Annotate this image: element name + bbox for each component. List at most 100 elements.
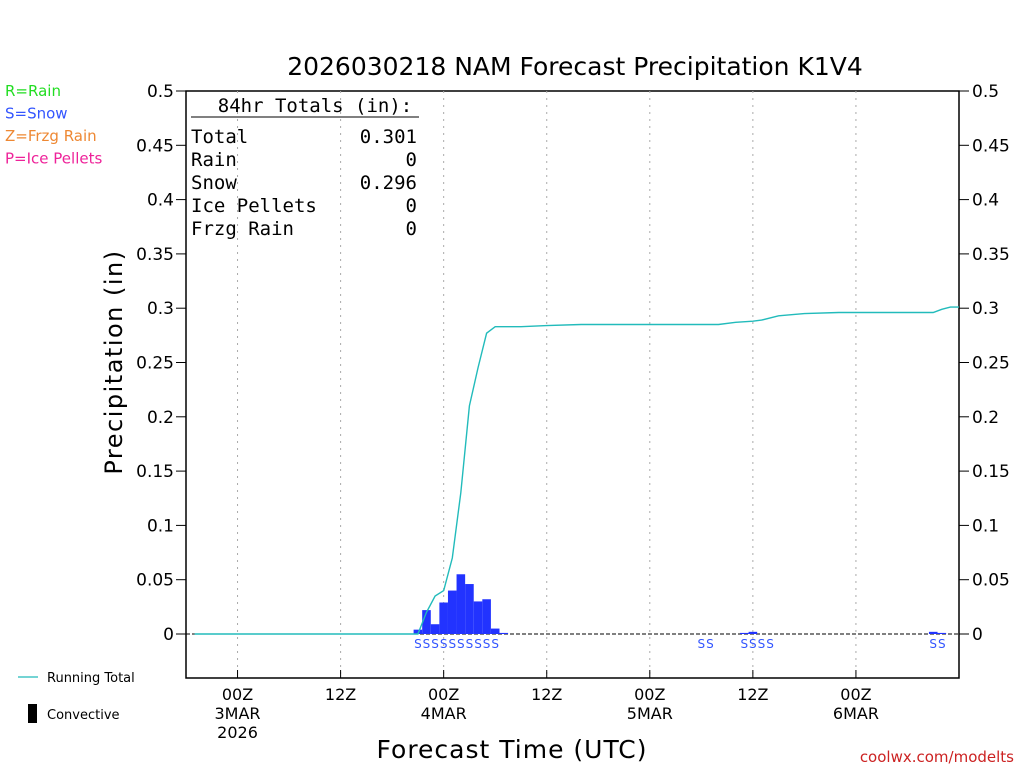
precip-bar bbox=[447, 590, 457, 634]
y-tick-label-right: 0.15 bbox=[972, 462, 1010, 482]
totals-row-value: 0 bbox=[406, 149, 417, 171]
precip-type-marker: S bbox=[698, 637, 706, 651]
y-axis-right: 0 0.05 0.1 0.15 0.2 0.25 0.3 0.35 0.4 0.45 0.5 bbox=[959, 82, 1010, 645]
y-tick-label-right: 0.4 bbox=[972, 191, 999, 211]
y-tick-label-right: 0.05 bbox=[972, 571, 1010, 591]
precip-type-marker: S bbox=[749, 637, 757, 651]
precip-type-marker: S bbox=[491, 637, 499, 651]
totals-box: 84hr Totals (in): Total 0.301 Rain 0 Snow 0.2… bbox=[191, 95, 419, 240]
totals-row-label: Rain bbox=[191, 149, 237, 171]
legend-snow: S=Snow bbox=[5, 105, 68, 123]
precip-bar bbox=[928, 631, 938, 634]
x-tick-label: 6MAR bbox=[833, 704, 879, 723]
y-axis-left: 0 0.05 0.1 0.15 0.2 0.25 0.3 0.35 0.4 0.45 0.5 bbox=[136, 82, 186, 645]
y-tick-label-left: 0.45 bbox=[136, 136, 174, 156]
totals-row-value: 0 bbox=[406, 195, 417, 217]
precip-type-marker: S bbox=[474, 637, 482, 651]
y-tick-label-left: 0.2 bbox=[147, 408, 174, 428]
precip-type-legend: R=Rain S=Snow Z=Frzg Rain P=Ice Pellets bbox=[5, 82, 102, 168]
y-axis-label: Precipitation (in) bbox=[100, 249, 128, 474]
y-tick-label-right: 0.45 bbox=[972, 136, 1010, 156]
precip-bar bbox=[439, 602, 448, 634]
x-tick-label: 12Z bbox=[531, 685, 562, 704]
convective-legend-swatch bbox=[28, 704, 37, 723]
x-tick-label: 00Z bbox=[428, 685, 459, 704]
legend-frzg-rain: Z=Frzg Rain bbox=[5, 127, 97, 145]
totals-header: 84hr Totals (in): bbox=[218, 95, 412, 117]
totals-row-value: 0.296 bbox=[360, 172, 417, 194]
y-tick-label-right: 0 bbox=[972, 625, 983, 645]
precip-bar bbox=[465, 584, 474, 634]
series-legend: Running Total Convective bbox=[18, 671, 135, 723]
y-tick-label-left: 0.05 bbox=[136, 571, 174, 591]
running-total-legend-label: Running Total bbox=[47, 671, 135, 686]
hourly-precip-bars bbox=[413, 574, 947, 634]
totals-rows: Total 0.301 Rain 0 Snow 0.296 Ice Pellets 0 Frzg… bbox=[191, 126, 417, 240]
x-tick-label: 12Z bbox=[737, 685, 768, 704]
y-tick-label-left: 0.1 bbox=[147, 516, 174, 536]
precip-bar bbox=[413, 629, 423, 634]
x-tick-label: 5MAR bbox=[627, 704, 673, 723]
precip-bar bbox=[937, 632, 947, 634]
precip-type-marker: S bbox=[414, 637, 422, 651]
y-tick-label-left: 0.15 bbox=[136, 462, 174, 482]
totals-row-value: 0.301 bbox=[360, 126, 417, 148]
x-tick-label: 00Z bbox=[840, 685, 871, 704]
precip-bar bbox=[739, 632, 749, 634]
precip-type-marker: S bbox=[929, 637, 937, 651]
x-tick-label: 4MAR bbox=[421, 704, 467, 723]
chart-title: 2026030218 NAM Forecast Precipitation K1… bbox=[287, 52, 863, 81]
totals-row-label: Ice Pellets bbox=[191, 195, 317, 217]
x-tick-label: 3MAR bbox=[215, 704, 261, 723]
precip-bar bbox=[473, 601, 483, 634]
precip-type-marker: S bbox=[758, 637, 766, 651]
vertical-gridlines bbox=[237, 91, 857, 678]
precip-bar bbox=[482, 599, 491, 634]
y-tick-label-left: 0.5 bbox=[147, 82, 174, 102]
y-tick-label-left: 0.25 bbox=[136, 354, 174, 374]
convective-legend-label: Convective bbox=[47, 708, 120, 723]
credit-link[interactable]: coolwx.com/modelts bbox=[860, 748, 1014, 766]
totals-row-label: Total bbox=[191, 126, 248, 148]
y-tick-label-left: 0 bbox=[163, 625, 174, 645]
y-tick-label-left: 0.35 bbox=[136, 245, 174, 265]
totals-row-value: 0 bbox=[406, 218, 417, 240]
precip-type-marker: S bbox=[740, 637, 748, 651]
y-tick-label-right: 0.25 bbox=[972, 354, 1010, 374]
y-tick-label-right: 0.2 bbox=[972, 408, 999, 428]
precip-bar bbox=[456, 574, 466, 634]
precip-bar bbox=[430, 624, 440, 634]
precip-type-marker: S bbox=[448, 637, 456, 651]
precip-type-marker: S bbox=[431, 637, 439, 651]
x-axis-label: Forecast Time (UTC) bbox=[377, 735, 648, 764]
x-tick-label: 12Z bbox=[325, 685, 356, 704]
x-tick-label: 00Z bbox=[222, 685, 253, 704]
x-tick-label: 00Z bbox=[634, 685, 665, 704]
totals-row-label: Snow bbox=[191, 172, 237, 194]
precip-bar bbox=[422, 610, 431, 634]
y-tick-label-left: 0.4 bbox=[147, 191, 174, 211]
precip-bar bbox=[490, 628, 500, 634]
precip-bar bbox=[748, 631, 758, 634]
precip-type-marker: S bbox=[706, 637, 714, 651]
y-tick-label-right: 0.3 bbox=[972, 299, 999, 319]
running-total-line bbox=[194, 306, 959, 635]
y-tick-label-right: 0.5 bbox=[972, 82, 999, 102]
totals-row-label: Frzg Rain bbox=[191, 218, 294, 240]
legend-rain: R=Rain bbox=[5, 82, 61, 100]
precip-bar bbox=[499, 632, 509, 634]
precip-type-marker: S bbox=[483, 637, 491, 651]
precip-type-marker: S bbox=[440, 637, 448, 651]
precip-type-marker: S bbox=[938, 637, 946, 651]
y-tick-label-right: 0.35 bbox=[972, 245, 1010, 265]
precip-type-marker: S bbox=[766, 637, 774, 651]
y-tick-label-left: 0.3 bbox=[147, 299, 174, 319]
precip-type-marker: S bbox=[466, 637, 474, 651]
x-tick-label: 2026 bbox=[217, 723, 258, 742]
y-tick-label-right: 0.1 bbox=[972, 516, 999, 536]
legend-ice-pellets: P=Ice Pellets bbox=[5, 150, 102, 168]
plot-frame bbox=[185, 90, 960, 679]
